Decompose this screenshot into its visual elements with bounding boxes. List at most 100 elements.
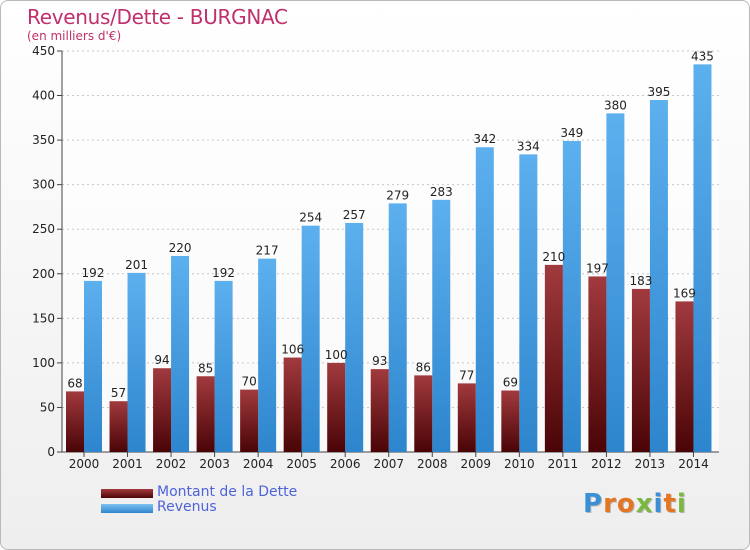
y-tick-label-200: 200: [32, 267, 55, 281]
bar-dette-2009: [457, 383, 476, 452]
bar-dette-2014: [675, 301, 694, 452]
bar-dette-2010: [501, 390, 520, 452]
bar-revenus-2014: [693, 64, 712, 452]
logo-letter-2: o: [616, 489, 636, 519]
bar-dette-2013: [631, 288, 650, 452]
label-revenus-2001: 201: [125, 258, 148, 272]
y-tick-label-100: 100: [32, 356, 55, 370]
label-revenus-2013: 395: [647, 85, 670, 99]
logo-letter-6: i: [676, 489, 687, 519]
legend-label-dette: Montant de la Dette: [157, 484, 298, 500]
x-tick-label-2012: 2012: [591, 457, 622, 471]
label-revenus-2002: 220: [169, 241, 192, 255]
bar-revenus-2012: [606, 113, 625, 452]
x-tick-label-2003: 2003: [199, 457, 230, 471]
bar-revenus-2007: [388, 203, 407, 452]
bar-dette-2005: [283, 357, 302, 452]
bar-revenus-2001: [127, 272, 146, 452]
label-revenus-2009: 342: [473, 132, 496, 146]
bar-revenus-2006: [345, 222, 364, 452]
x-tick-label-2005: 2005: [286, 457, 317, 471]
bar-dette-2012: [588, 276, 607, 452]
label-dette-2009: 77: [459, 368, 474, 382]
logo-letter-0: P: [583, 489, 604, 519]
bar-revenus-2009: [475, 147, 494, 453]
bar-revenus-2010: [519, 154, 538, 452]
label-dette-2012: 197: [586, 261, 609, 275]
y-tick-label-150: 150: [32, 311, 55, 325]
chart-title: Revenus/Dette - BURGNAC: [27, 5, 288, 29]
legend-swatch-revenus: [101, 504, 153, 513]
label-dette-2013: 183: [629, 274, 652, 288]
label-dette-2010: 69: [503, 376, 518, 390]
label-revenus-2000: 192: [82, 266, 105, 280]
bar-dette-2007: [370, 369, 389, 452]
label-revenus-2008: 283: [430, 185, 453, 199]
bar-dette-2004: [240, 389, 259, 452]
label-dette-2003: 85: [198, 361, 213, 375]
x-tick-label-2001: 2001: [112, 457, 143, 471]
bar-revenus-2003: [214, 280, 233, 452]
y-tick-label-450: 450: [32, 44, 55, 58]
bar-dette-2011: [544, 264, 563, 452]
label-dette-2002: 94: [154, 353, 169, 367]
label-dette-2000: 68: [67, 376, 82, 390]
y-tick-label-300: 300: [32, 178, 55, 192]
y-tick-label-350: 350: [32, 133, 55, 147]
x-tick-label-2008: 2008: [417, 457, 448, 471]
y-tick-label-0: 0: [47, 445, 55, 459]
bar-revenus-2004: [258, 258, 277, 452]
x-tick-label-2004: 2004: [243, 457, 274, 471]
label-revenus-2007: 279: [386, 188, 409, 202]
label-revenus-2011: 349: [560, 126, 583, 140]
label-revenus-2012: 380: [604, 98, 627, 112]
x-tick-label-2000: 2000: [69, 457, 100, 471]
x-tick-label-2009: 2009: [461, 457, 492, 471]
label-revenus-2006: 257: [343, 208, 366, 222]
label-revenus-2005: 254: [299, 211, 322, 225]
logo-letter-1: r: [603, 489, 617, 519]
label-revenus-2003: 192: [212, 266, 235, 280]
logo-letter-4: i: [653, 489, 664, 519]
x-tick-label-2002: 2002: [156, 457, 187, 471]
label-dette-2004: 70: [241, 375, 256, 389]
legend-swatch-dette: [101, 489, 153, 498]
label-revenus-2004: 217: [256, 244, 279, 258]
chart-subtitle: (en milliers d'€): [27, 29, 122, 43]
bar-dette-2006: [327, 362, 346, 452]
label-dette-2008: 86: [416, 360, 431, 374]
logo-letter-3: x: [635, 489, 654, 519]
bar-revenus-2000: [84, 280, 102, 452]
label-revenus-2014: 435: [691, 49, 714, 63]
legend-label-revenus: Revenus: [157, 499, 217, 515]
x-tick-label-2014: 2014: [678, 457, 709, 471]
y-tick-label-250: 250: [32, 222, 55, 236]
x-tick-label-2011: 2011: [548, 457, 579, 471]
y-tick-label-400: 400: [32, 89, 55, 103]
bar-revenus-2011: [562, 141, 581, 452]
label-dette-2007: 93: [372, 354, 387, 368]
bar-dette-2000: [66, 391, 84, 452]
x-tick-label-2006: 2006: [330, 457, 361, 471]
bar-revenus-2013: [649, 100, 668, 452]
bar-revenus-2005: [301, 225, 320, 452]
label-dette-2006: 100: [325, 348, 348, 362]
label-dette-2011: 210: [542, 250, 565, 264]
bar-revenus-2002: [171, 255, 190, 452]
bar-dette-2002: [153, 368, 172, 452]
y-tick-label-50: 50: [40, 400, 55, 414]
label-dette-2001: 57: [111, 386, 126, 400]
x-tick-label-2013: 2013: [635, 457, 666, 471]
bar-dette-2008: [414, 375, 433, 452]
bar-revenus-2008: [432, 199, 451, 452]
x-tick-label-2007: 2007: [373, 457, 404, 471]
label-revenus-2010: 334: [517, 139, 540, 153]
x-tick-label-2010: 2010: [504, 457, 535, 471]
label-dette-2014: 169: [673, 286, 696, 300]
bar-dette-2001: [109, 401, 128, 452]
label-dette-2005: 106: [281, 343, 304, 357]
proxiti-logo: Proxiti: [583, 489, 687, 519]
bar-dette-2003: [196, 376, 215, 452]
